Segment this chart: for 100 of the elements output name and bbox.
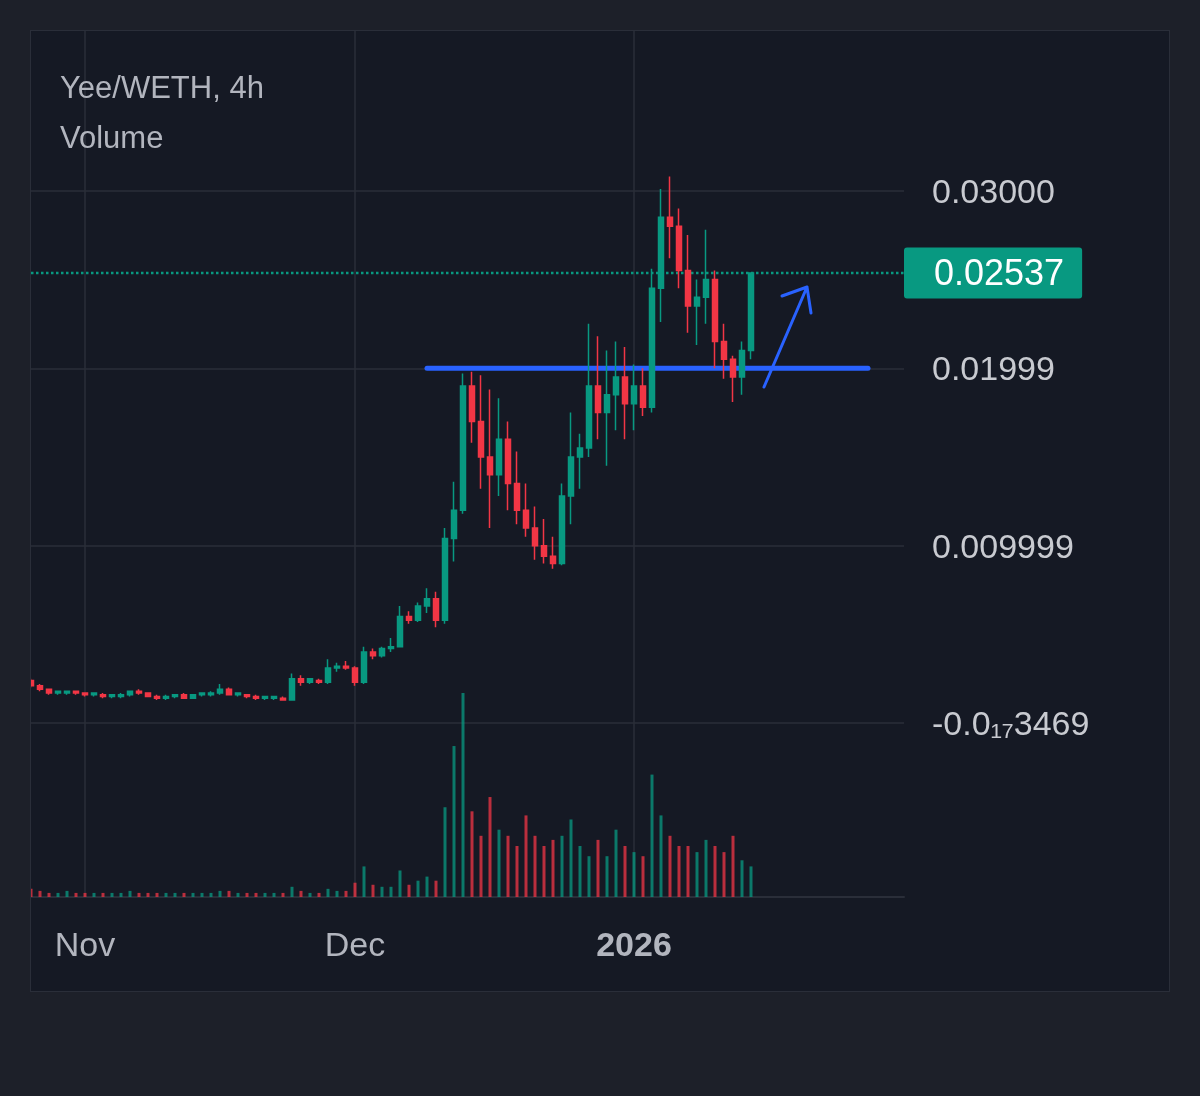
candlestick [315, 677, 323, 685]
bar [740, 860, 744, 897]
bar [452, 746, 456, 897]
candlestick [45, 688, 53, 696]
candlestick [639, 367, 647, 417]
bar [551, 839, 555, 897]
candlestick [306, 677, 314, 685]
y-tick-label: 0.01999 [932, 349, 1055, 388]
text: Yee/WETH, 4h [60, 70, 264, 105]
candlestick [360, 646, 368, 685]
bar [443, 807, 447, 897]
bar [704, 839, 708, 897]
candlestick [216, 683, 224, 696]
bar [353, 882, 357, 897]
bar [335, 890, 339, 897]
bar [659, 815, 663, 897]
candlestick [288, 672, 296, 701]
bar [326, 888, 330, 897]
bar [632, 852, 636, 897]
bar [479, 835, 483, 897]
candlestick [369, 647, 377, 660]
candlestick [684, 234, 692, 334]
candlestick [117, 692, 125, 699]
bar [398, 870, 402, 897]
bar [92, 892, 96, 897]
candlestick [261, 695, 269, 701]
candlestick [468, 370, 476, 444]
bar [254, 892, 258, 897]
candlestick [234, 692, 242, 698]
candlestick [630, 363, 638, 432]
bar [461, 693, 465, 897]
bar [668, 835, 672, 897]
x-tick-label: Dec [324, 925, 386, 963]
bar [371, 884, 375, 897]
candlestick [576, 433, 584, 490]
bar [650, 774, 654, 897]
bar [731, 835, 735, 897]
candlestick [693, 278, 701, 346]
candlestick [90, 692, 98, 698]
candlestick [423, 587, 431, 614]
bar [182, 892, 186, 897]
x-tick-label: Nov [54, 925, 116, 963]
bar [713, 846, 717, 897]
bar [200, 892, 204, 897]
candlestick [189, 693, 197, 699]
bar [434, 880, 438, 897]
bar [31, 888, 33, 897]
bar [623, 846, 627, 897]
candlestick [270, 695, 278, 701]
bar [290, 886, 294, 897]
bar [128, 890, 132, 897]
candlestick [279, 695, 287, 701]
candlestick [171, 693, 179, 699]
chart-title: Volume [60, 120, 164, 155]
bar [272, 892, 276, 897]
bar [317, 892, 321, 897]
bar [749, 866, 753, 897]
bar [38, 890, 42, 897]
bar [263, 892, 267, 897]
candlestick [441, 527, 449, 625]
bar [686, 846, 690, 897]
candlestick [567, 411, 575, 526]
candlestick [594, 335, 602, 440]
bar [173, 892, 177, 897]
candlestick [711, 269, 719, 369]
bar [110, 892, 114, 897]
candlestick [333, 662, 341, 673]
candlestick [603, 349, 611, 467]
y-tick-label: 0.03000 [932, 171, 1055, 210]
bar [488, 797, 492, 897]
bar [227, 890, 231, 897]
candlestick [486, 388, 494, 529]
bar [146, 892, 150, 897]
candlestick [324, 658, 332, 685]
bar [362, 866, 366, 897]
bar [389, 886, 393, 897]
bar [281, 892, 285, 897]
candlestick [504, 420, 512, 511]
bar [245, 892, 249, 897]
bar [65, 890, 69, 897]
y-tick-label: -0.0₁₇3469 [932, 704, 1090, 743]
bar [299, 890, 303, 897]
candlestick [531, 505, 539, 561]
candlestick [198, 692, 206, 698]
bar [83, 892, 87, 897]
bar [542, 846, 546, 897]
candlestick [153, 693, 161, 701]
bar [722, 852, 726, 897]
candlestick [621, 346, 629, 440]
bar [416, 880, 420, 897]
candlestick [720, 323, 728, 380]
bar [218, 890, 222, 897]
bar [425, 876, 429, 897]
candlestick [549, 536, 557, 570]
bar [236, 892, 240, 897]
bar [578, 846, 582, 897]
bar [101, 892, 105, 897]
candlestick [495, 397, 503, 497]
candlestick [36, 683, 44, 692]
bar [344, 890, 348, 897]
